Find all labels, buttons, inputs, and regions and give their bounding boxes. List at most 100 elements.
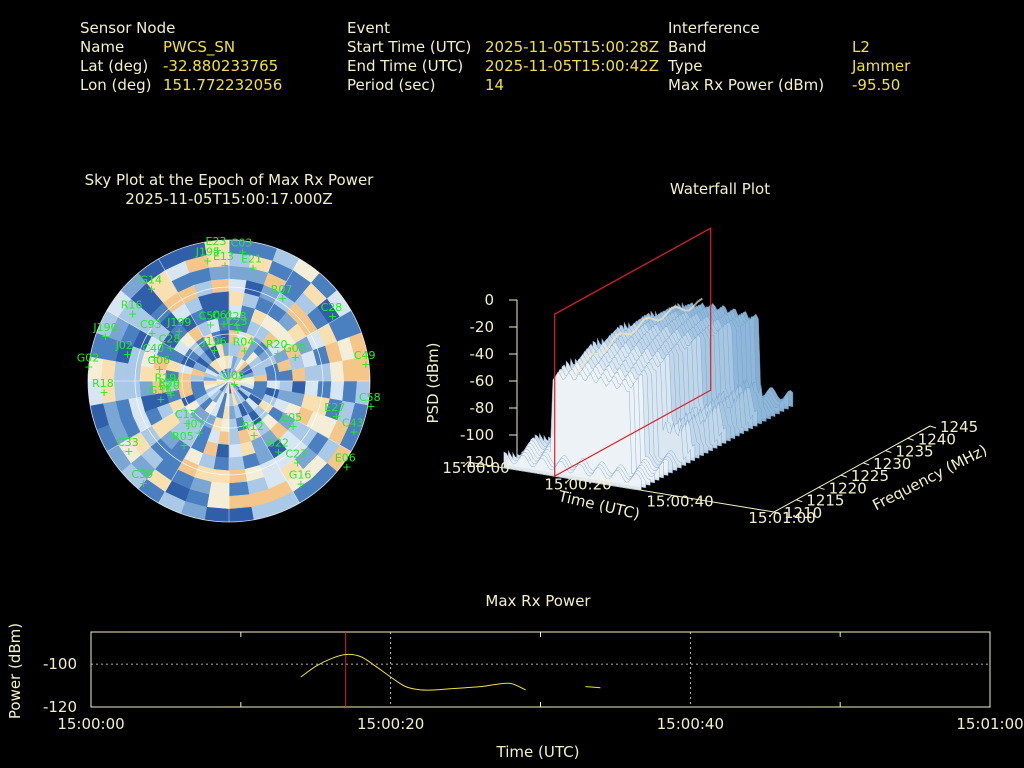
satellite-marker: +	[278, 292, 287, 305]
satellite-marker: +	[182, 417, 191, 430]
skyplot-cell	[228, 494, 252, 510]
event-start-value: 2025-11-05T15:00:28Z	[485, 38, 659, 56]
satellite-label: C58	[359, 391, 381, 404]
satellite-marker: +	[332, 410, 341, 423]
event-end-value: 2025-11-05T15:00:42Z	[485, 57, 659, 75]
event-end-label: End Time (UTC)	[347, 57, 464, 75]
satellite-marker: +	[128, 308, 137, 321]
waterfall-frequency-axis	[773, 425, 931, 513]
satellite-marker: +	[166, 385, 175, 398]
satellite-marker: +	[166, 341, 175, 354]
satellite-label: R07	[271, 283, 293, 296]
time-tick-label: 15:01:00	[748, 509, 815, 527]
sensor-node-title: Sensor Node	[80, 19, 176, 37]
satellite-label: C27	[285, 448, 307, 461]
skyplot-title: Sky Plot at the Epoch of Max Rx Power	[84, 171, 374, 189]
freq-tick-label: 1225	[851, 467, 889, 485]
skyplot-cell	[329, 360, 345, 382]
skyplot-cell	[206, 494, 230, 510]
skyplot-cell	[204, 240, 230, 256]
satellite-label: E21	[241, 253, 262, 266]
satellite-label: J196	[201, 335, 226, 348]
maxpower-y-tick-label: -100	[43, 655, 77, 673]
satellite-label: J195	[195, 246, 220, 259]
satellite-label: C50	[199, 309, 221, 322]
maxpower-title: Max Rx Power	[485, 592, 591, 610]
waterfall-ridge	[572, 297, 703, 377]
freq-tick	[929, 425, 937, 429]
psd-tick-label: -120	[460, 453, 494, 471]
satellite-marker: +	[248, 262, 257, 275]
satellite-marker: +	[175, 325, 184, 338]
time-tick-label: 15:00:20	[544, 476, 611, 494]
skyplot-cell	[208, 481, 230, 497]
satellite-label: J199	[166, 316, 191, 329]
satellite-marker: +	[210, 344, 219, 357]
waterfall-title: Waterfall Plot	[669, 180, 771, 198]
satellite-label: C13	[175, 408, 197, 421]
satellite-marker: +	[220, 259, 229, 272]
interference-band-label: Band	[668, 38, 707, 56]
freq-tick	[885, 450, 892, 454]
satellite-label: G16	[289, 469, 312, 482]
satellite-label: G06	[148, 354, 171, 367]
skyplot-cell	[88, 380, 104, 406]
satellite-marker: +	[289, 420, 298, 433]
time-tick	[769, 511, 775, 517]
satellite-marker: +	[155, 363, 164, 376]
satellite-marker: +	[150, 351, 159, 364]
satellite-marker: +	[123, 348, 132, 361]
satellite-label: C28	[225, 310, 247, 323]
skyplot-cell	[228, 443, 243, 459]
skyplot-grid-spoke	[228, 258, 300, 382]
satellite-marker: +	[232, 319, 241, 332]
satellite-label: R16	[121, 299, 143, 312]
sensor-lon-label: Lon (deg)	[80, 76, 152, 94]
satellite-marker: +	[240, 344, 249, 357]
freq-tick	[818, 486, 825, 490]
satellite-marker: +	[273, 347, 282, 360]
satellite-label: R20	[158, 376, 180, 389]
skyplot-cell	[354, 356, 370, 382]
freq-tick-label: 1215	[806, 492, 844, 510]
satellite-label: R19	[155, 371, 177, 384]
maxpower-y-tick-label: -120	[43, 698, 77, 716]
satellite-label: R18	[92, 377, 114, 390]
skyplot-cell	[139, 365, 154, 382]
satellite-marker: +	[147, 327, 156, 340]
skyplot-cell	[210, 278, 230, 293]
maxpower-x-tick-label: 15:01:00	[956, 715, 1023, 733]
waterfall-surface-strip	[516, 371, 656, 484]
freq-tick	[862, 462, 870, 466]
skyplot-cell	[126, 380, 141, 400]
satellite-label: R12	[242, 420, 264, 433]
satellite-marker: +	[206, 318, 215, 331]
satellite-marker: +	[166, 388, 175, 401]
satellite-marker: +	[328, 310, 337, 323]
satellite-label: R05	[172, 430, 194, 443]
maxpower-x-tick-label: 15:00:20	[357, 715, 424, 733]
skyplot-cell	[213, 291, 230, 306]
skyplot-cell	[304, 365, 319, 382]
skyplot: +E23+C03+J195+E13+E21+G14+R07+C28+R16+C9…	[77, 235, 381, 523]
maxpower-series-line	[300, 653, 526, 691]
skyplot-cell	[228, 481, 250, 497]
satellite-label: E05	[281, 411, 302, 424]
maxpower-y-label: Power (dBm)	[6, 623, 24, 719]
skyplot-cell	[113, 380, 129, 402]
maxpower-x-tick-label: 15:00:00	[57, 715, 124, 733]
skyplot-subtitle: 2025-11-05T15:00:17.000Z	[125, 190, 333, 208]
satellite-label: G22	[266, 437, 289, 450]
waterfall-plot: 0 -20 -40 -60 -80 -100 -120 PSD (dBm) 15:00:00 15…	[424, 227, 990, 527]
satellite-marker: +	[230, 378, 239, 391]
satellite-marker: +	[366, 400, 375, 413]
satellite-label: G31	[149, 384, 172, 397]
satellite-label: E23	[206, 235, 227, 248]
satellite-label: G02	[77, 351, 100, 364]
satellite-marker: +	[293, 457, 302, 470]
skyplot-grid-spoke	[228, 380, 300, 504]
event-start-label: Start Time (UTC)	[347, 38, 472, 56]
satellite-marker: +	[162, 380, 171, 393]
satellite-marker: +	[361, 358, 370, 371]
interference-title: Interference	[668, 19, 760, 37]
